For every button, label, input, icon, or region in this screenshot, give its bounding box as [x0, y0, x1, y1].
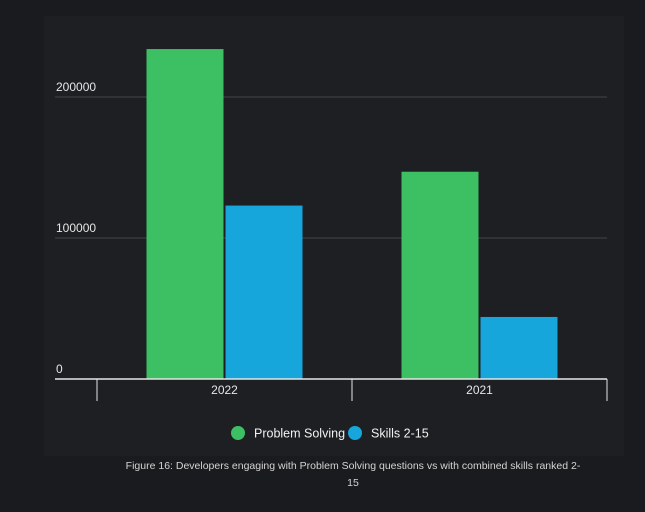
- x-tick-label: 2021: [466, 383, 493, 397]
- bar-skills-2-15-2022: [225, 205, 303, 379]
- legend-swatch-problem-solving: [231, 426, 245, 440]
- y-tick-label: 200000: [56, 80, 96, 94]
- gridlines: [55, 96, 607, 239]
- figure-caption: Figure 16: Developers engaging with Prob…: [125, 460, 581, 489]
- y-tick-label: 100000: [56, 221, 96, 235]
- y-axis-ticks: 0 100000 200000: [56, 80, 96, 376]
- chart-panel: [44, 16, 624, 456]
- bar-problem-solving-2022: [146, 49, 224, 380]
- bar-skills-2-15-2021: [480, 316, 558, 379]
- bars: [146, 49, 558, 380]
- legend-label-skills-2-15: Skills 2-15: [371, 427, 429, 441]
- x-axis: [55, 378, 608, 401]
- bar-problem-solving-2021: [401, 171, 479, 379]
- x-tick-label: 2022: [211, 383, 238, 397]
- legend: Problem Solving Skills 2-15: [231, 426, 429, 441]
- legend-swatch-skills-2-15: [348, 426, 362, 440]
- y-tick-label: 0: [56, 362, 63, 376]
- bar-chart: 0 100000 200000 2022 2021 Problem Solving Sk…: [55, 49, 608, 441]
- legend-label-problem-solving: Problem Solving: [254, 427, 345, 441]
- x-axis-ticks: 2022 2021: [211, 383, 493, 397]
